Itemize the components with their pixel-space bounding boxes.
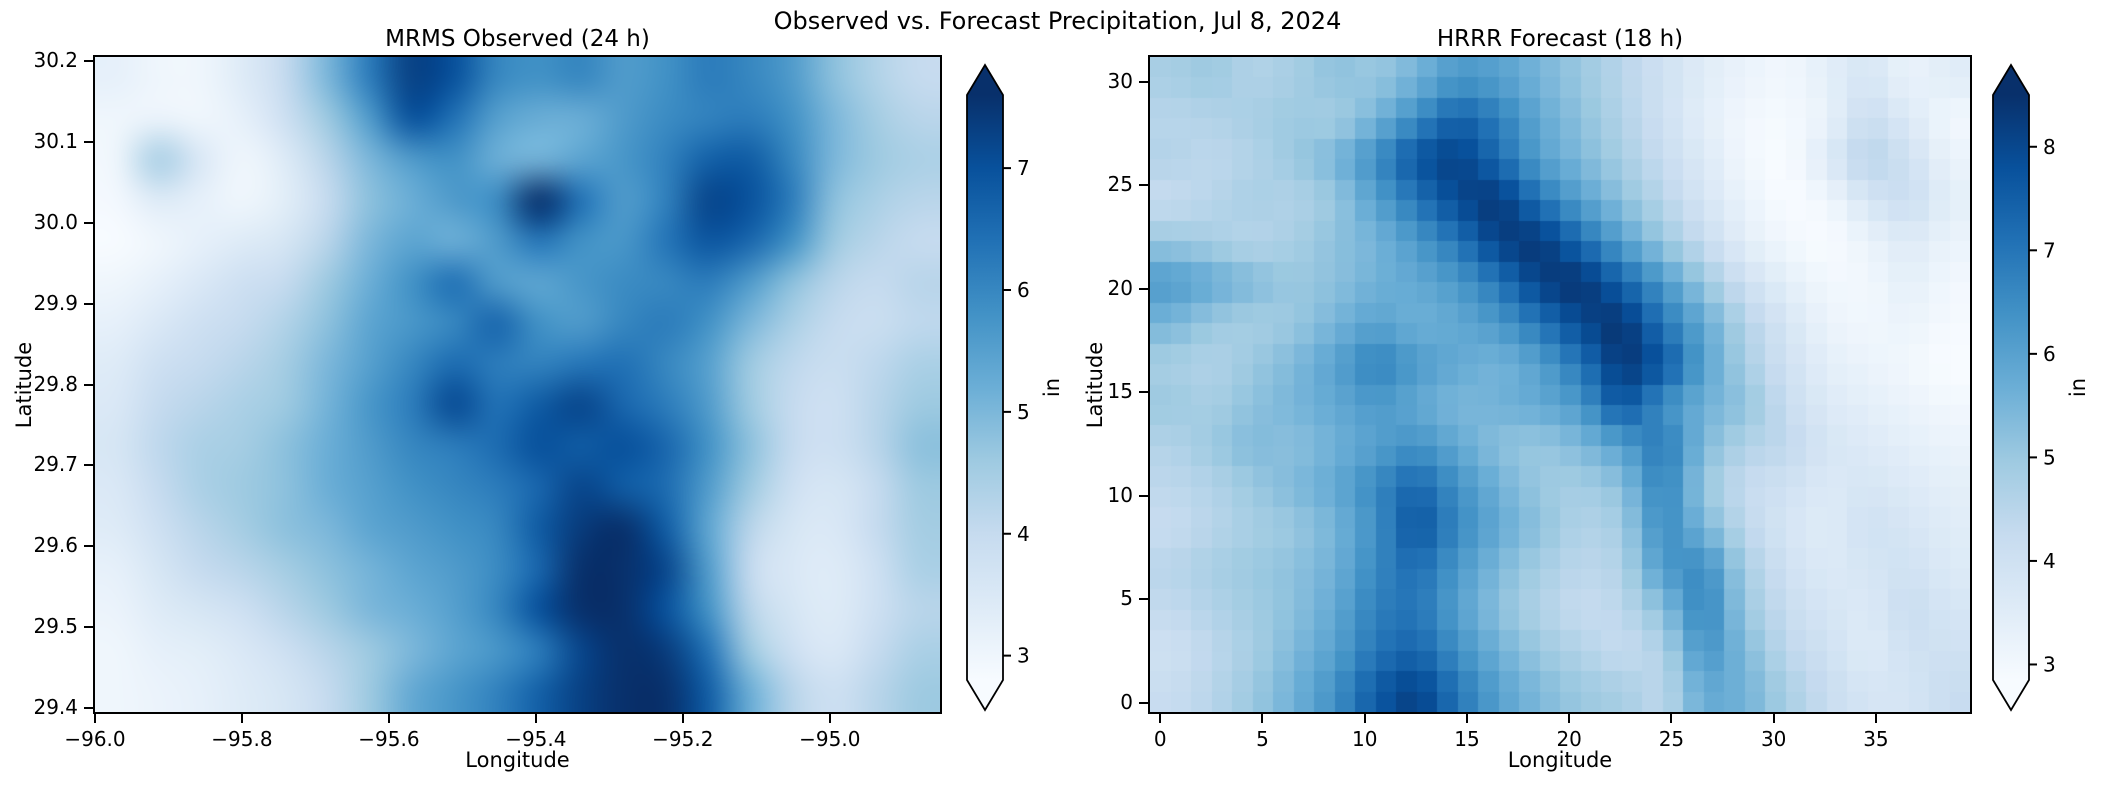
colorbar-bar: [966, 63, 1004, 712]
y-tick-label: 30.2: [33, 48, 78, 73]
y-tick-mark: [1139, 494, 1148, 497]
y-tick-label: 30.1: [33, 128, 78, 153]
x-tick-label: 35: [1863, 727, 1889, 751]
y-tick-label: 30.0: [33, 209, 78, 234]
y-tick-mark: [84, 545, 93, 548]
panel-mrms-title: MRMS Observed (24 h): [385, 26, 650, 52]
colorbar-tick-label: 7: [1017, 156, 1030, 180]
x-tick-label: 10: [1351, 727, 1378, 751]
mrms-colorbar: 3 4 5 6 7 in: [966, 63, 1064, 712]
x-tick-mark: [1465, 714, 1468, 723]
panel-hrrr-title: HRRR Forecast (18 h): [1436, 26, 1684, 52]
x-tick-label: −95.6: [358, 727, 420, 751]
x-tick-label: 0: [1153, 727, 1167, 751]
x-tick-label: −95.0: [799, 727, 861, 751]
x-tick-mark: [828, 714, 831, 723]
colorbar-tick-label: 3: [1017, 644, 1030, 668]
colorbar-unit-label: in: [2066, 378, 2090, 397]
x-tick-mark: [1772, 714, 1775, 723]
hrrr-y-axis-label: Latitude: [1083, 341, 1107, 429]
y-tick-label: 20: [1107, 275, 1133, 300]
y-tick-label: 25: [1107, 172, 1133, 197]
x-tick-label: 5: [1256, 727, 1269, 751]
x-tick-label: 15: [1454, 727, 1480, 751]
figure-title: Observed vs. Forecast Precipitation, Jul…: [773, 7, 1342, 35]
x-tick-label: −95.4: [505, 727, 567, 751]
y-tick-label: 10: [1107, 482, 1133, 507]
y-tick-label: 0: [1120, 689, 1133, 714]
y-tick-mark: [84, 383, 93, 386]
y-tick-mark: [1139, 80, 1148, 83]
x-tick-mark: [94, 714, 96, 723]
y-tick-mark: [84, 60, 93, 63]
colorbar-tick-label: 5: [2043, 445, 2056, 469]
x-tick-mark: [240, 714, 243, 723]
y-tick-mark: [1139, 701, 1148, 704]
hrrr-colorbar: 3 4 5 6 7 8 in: [1992, 63, 2090, 712]
colorbar-tick-label: 3: [2043, 652, 2056, 676]
colorbar-tick-label: 8: [2043, 135, 2056, 159]
x-tick-mark: [681, 714, 684, 723]
y-tick-mark: [1139, 184, 1148, 187]
x-tick-mark: [1159, 714, 1162, 723]
x-tick-label: −96.0: [64, 727, 126, 751]
y-tick-mark: [84, 140, 93, 143]
y-tick-label: 5: [1120, 586, 1133, 611]
y-tick-label: 30: [1107, 68, 1133, 93]
y-tick-label: 29.6: [33, 533, 78, 558]
colorbar-tick-label: 6: [2043, 342, 2056, 366]
x-tick-mark: [1568, 714, 1571, 723]
mrms-y-axis-label: Latitude: [12, 341, 36, 429]
y-tick-mark: [1139, 598, 1148, 601]
y-tick-mark: [84, 464, 93, 467]
colorbar-tick-label: 7: [2043, 238, 2056, 262]
y-tick-label: 29.9: [33, 290, 78, 315]
x-tick-label: −95.2: [652, 727, 714, 751]
y-tick-label: 29.7: [33, 452, 78, 477]
y-tick-mark: [84, 706, 93, 709]
y-tick-mark: [84, 221, 93, 224]
colorbar-unit-label: in: [1040, 378, 1064, 397]
y-tick-label: 29.8: [33, 371, 78, 396]
mrms-heatmap-canvas: [95, 57, 940, 712]
x-tick-label: −95.8: [211, 727, 273, 751]
y-tick-label: 29.4: [33, 694, 78, 719]
x-tick-label: 25: [1658, 727, 1685, 751]
x-tick-mark: [1363, 714, 1366, 723]
hrrr-x-axis-label: Longitude: [1507, 748, 1613, 772]
x-tick-mark: [1874, 714, 1877, 723]
y-tick-mark: [84, 626, 93, 629]
x-tick-mark: [534, 714, 537, 723]
x-tick-mark: [387, 714, 390, 723]
mrms-x-axis-label: Longitude: [465, 748, 570, 772]
y-tick-mark: [1139, 287, 1148, 290]
y-tick-label: 29.5: [33, 614, 78, 639]
colorbar-tick-label: 4: [1017, 522, 1030, 546]
hrrr-heatmap-canvas: [1150, 57, 1970, 712]
x-tick-mark: [1261, 714, 1264, 723]
x-tick-label: 30: [1760, 727, 1787, 751]
y-tick-mark: [84, 302, 93, 305]
y-tick-mark: [1139, 391, 1148, 394]
colorbar-tick-label: 5: [1017, 400, 1030, 424]
y-tick-label: 15: [1107, 379, 1133, 404]
colorbar-tick-label: 6: [1017, 278, 1030, 302]
colorbar-tick-label: 4: [2043, 549, 2056, 573]
x-tick-mark: [1670, 714, 1673, 723]
colorbar-bar: [1992, 63, 2030, 712]
x-tick-label: 20: [1556, 727, 1582, 751]
